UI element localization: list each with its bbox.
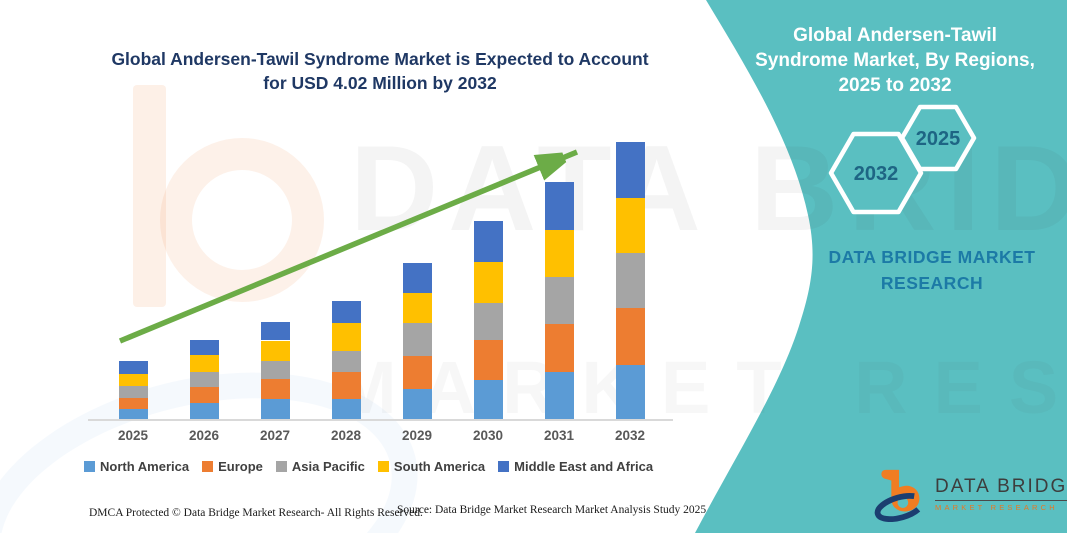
bar-segment-2029-europe [402, 355, 432, 389]
bar-segment-2028-north-america [331, 399, 361, 420]
bar-segment-2031-north-america [544, 372, 574, 420]
logo-title: DATA BRIDGE [935, 476, 1067, 501]
bar-segment-2027-asia-pacific [260, 361, 290, 380]
databridge-logo: DATA BRIDGE MARKET RESEARCH [873, 466, 1067, 522]
bar-segment-2026-asia-pacific [189, 371, 219, 387]
x-axis-label-2029: 2029 [401, 428, 433, 443]
legend-swatch-icon [84, 461, 95, 472]
x-axis-label-2025: 2025 [117, 428, 149, 443]
logo-swoosh [874, 492, 926, 522]
chart-title-line1: Global Andersen-Tawil Syndrome Market is… [111, 49, 649, 69]
bar-segment-2028-asia-pacific [331, 350, 361, 373]
x-axis-line [88, 419, 673, 421]
legend-item-europe: Europe [202, 459, 263, 474]
legend-label: Asia Pacific [291, 459, 365, 474]
bar-segment-2032-south-america [615, 198, 645, 254]
legend-label: North America [100, 459, 190, 474]
databridge-logo-icon [874, 469, 926, 522]
legend-swatch-icon [275, 461, 287, 472]
bar-segment-2031-asia-pacific [544, 276, 574, 324]
bar-segment-2032-europe [615, 307, 645, 365]
hexagon-2032-label: 2032 [854, 163, 899, 185]
bar-segment-2028-south-america [331, 323, 361, 351]
x-axis-labels: 2025 2026 2027 2028 2029 2030 2031 2032 [0, 428, 700, 446]
bar-segment-2025-north-america [118, 408, 148, 420]
chart-legend: North America Europe Asia Pacific South Ame… [84, 459, 684, 474]
bar-segment-2031-south-america [544, 229, 574, 277]
bar-segment-2026-north-america [189, 403, 219, 420]
bar-segment-2028-middle-east-and-africa [331, 301, 361, 324]
hexagon-2025 [899, 104, 977, 172]
legend-item-north-america: North America [84, 459, 189, 474]
bar-segment-2029-middle-east-and-africa [402, 263, 432, 293]
panel-brand-text: DATA BRIDGE MARKET RESEARCH [828, 247, 1036, 294]
bar-segment-2025-asia-pacific [118, 386, 148, 398]
panel-title: Global Andersen-Tawil Syndrome Market, B… [755, 25, 1035, 97]
logo-b-hole [897, 497, 909, 508]
bar-segment-2025-south-america [118, 373, 148, 387]
x-axis-label-2030: 2030 [472, 428, 504, 443]
bar-segment-2030-europe [473, 340, 503, 380]
bar-segment-2030-asia-pacific [473, 303, 503, 341]
legend-label: Europe [218, 459, 263, 474]
source-note: Source: Data Bridge Market Research Mark… [397, 504, 707, 516]
chart-title: Global Andersen-Tawil Syndrome Market is… [100, 47, 660, 95]
bar-2028 [331, 130, 361, 420]
bar-segment-2026-middle-east-and-africa [189, 339, 219, 355]
bar-2026 [189, 130, 219, 420]
bar-segment-2029-south-america [402, 292, 432, 324]
bar-2029 [402, 130, 432, 420]
chart-title-line2: for USD 4.02 Million by 2032 [263, 73, 497, 94]
bar-2030 [473, 130, 503, 420]
logo-subtitle: MARKET RESEARCH [935, 503, 1058, 512]
x-axis-label-2027: 2027 [259, 428, 291, 443]
x-axis-label-2028: 2028 [330, 428, 362, 443]
bar-segment-2032-asia-pacific [615, 253, 645, 308]
bar-segment-2026-south-america [189, 355, 219, 372]
teal-panel-shape [695, 0, 1067, 533]
bar-segment-2031-europe [544, 323, 574, 373]
bar-segment-2032-north-america [615, 364, 645, 420]
bar-segment-2026-europe [189, 386, 219, 404]
bar-segment-2029-north-america [402, 388, 432, 420]
legend-swatch-icon [377, 461, 389, 472]
logo-text: DATA BRIDGE MARKET RESEARCH [935, 476, 1067, 512]
bar-2031 [544, 130, 574, 420]
bar-segment-2028-europe [331, 372, 361, 400]
bar-segment-2032-middle-east-and-africa [615, 142, 645, 199]
bar-segment-2025-europe [118, 397, 148, 409]
bar-segment-2027-europe [260, 379, 290, 400]
bar-segment-2027-south-america [260, 340, 290, 362]
bar-2032 [615, 130, 645, 420]
logo-b-shape [881, 469, 920, 512]
bar-segment-2030-south-america [473, 262, 503, 304]
bar-2027 [260, 130, 290, 420]
hexagon-badges: 2032 2025 [828, 104, 977, 215]
legend-swatch-icon [202, 461, 214, 472]
x-axis-label-2032: 2032 [614, 428, 646, 443]
bar-segment-2027-north-america [260, 399, 290, 420]
x-axis-label-2026: 2026 [188, 428, 220, 443]
legend-item-south-america: South America [377, 459, 486, 474]
legend-item-middle-east-and-africa: Middle East and Africa [498, 459, 653, 474]
dmca-notice: DMCA Protected © Data Bridge Market Rese… [89, 507, 423, 519]
bar-2025 [118, 130, 148, 420]
bar-segment-2030-middle-east-and-africa [473, 220, 503, 263]
bar-segment-2027-middle-east-and-africa [260, 321, 290, 341]
hexagon-2025-label: 2025 [916, 128, 961, 150]
legend-label: Middle East and Africa [514, 459, 654, 474]
bar-segment-2025-middle-east-and-africa [118, 361, 148, 374]
bar-chart-plot-area [90, 130, 672, 420]
x-axis-label-2031: 2031 [543, 428, 575, 443]
legend-swatch-icon [498, 461, 510, 472]
legend-label: South America [393, 459, 486, 474]
bar-segment-2031-middle-east-and-africa [544, 182, 574, 230]
legend-item-asia-pacific: Asia Pacific [275, 459, 365, 474]
bar-segment-2030-north-america [473, 379, 503, 420]
hexagon-2032 [828, 131, 924, 215]
bar-segment-2029-asia-pacific [402, 323, 432, 356]
